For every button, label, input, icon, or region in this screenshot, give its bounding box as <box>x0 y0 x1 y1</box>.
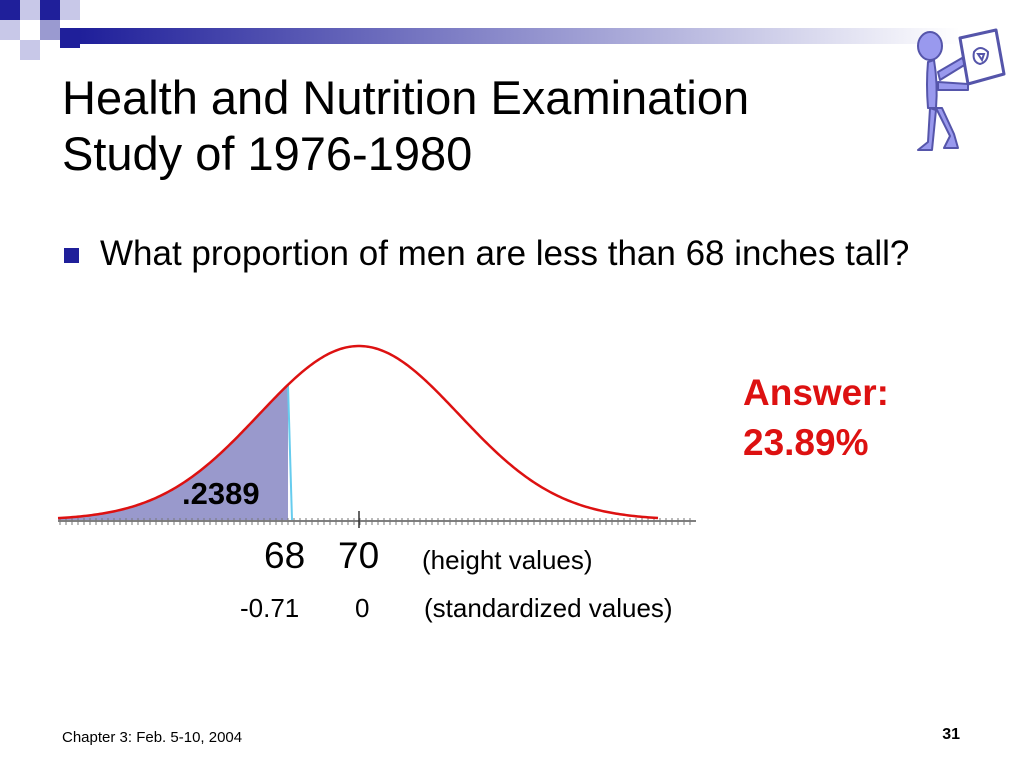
answer-label: Answer: <box>743 372 889 413</box>
area-label: .2389 <box>182 476 260 511</box>
answer-value: 23.89% <box>743 422 869 463</box>
standardized-caption: (standardized values) <box>424 593 673 623</box>
title-line-1: Health and Nutrition Examination <box>62 71 750 124</box>
axis-ticks <box>59 518 691 525</box>
height-value-68: 68 <box>264 535 306 576</box>
title-line-2: Study of 1976-1980 <box>62 127 473 180</box>
header-decoration <box>0 0 960 60</box>
z-value-cutoff: -0.71 <box>240 593 300 623</box>
normal-density-curve <box>57 344 659 520</box>
bullet-square-icon <box>64 248 79 263</box>
footer-text: Chapter 3: Feb. 5-10, 2004 <box>62 729 243 746</box>
slide-title: Health and Nutrition Examination Study o… <box>62 70 922 182</box>
person-holding-sign-icon <box>917 28 1006 151</box>
shaded-area-left-tail <box>58 384 288 520</box>
height-caption: (height values) <box>422 545 593 575</box>
z-value-mean: 0 <box>355 593 370 623</box>
height-value-70: 70 <box>338 535 380 576</box>
page-number: 31 <box>942 726 960 743</box>
answer-block: Answer: 23.89% <box>743 368 889 468</box>
bullet-text: What proportion of men are less than 68 … <box>100 234 910 273</box>
cutoff-line <box>287 384 293 521</box>
